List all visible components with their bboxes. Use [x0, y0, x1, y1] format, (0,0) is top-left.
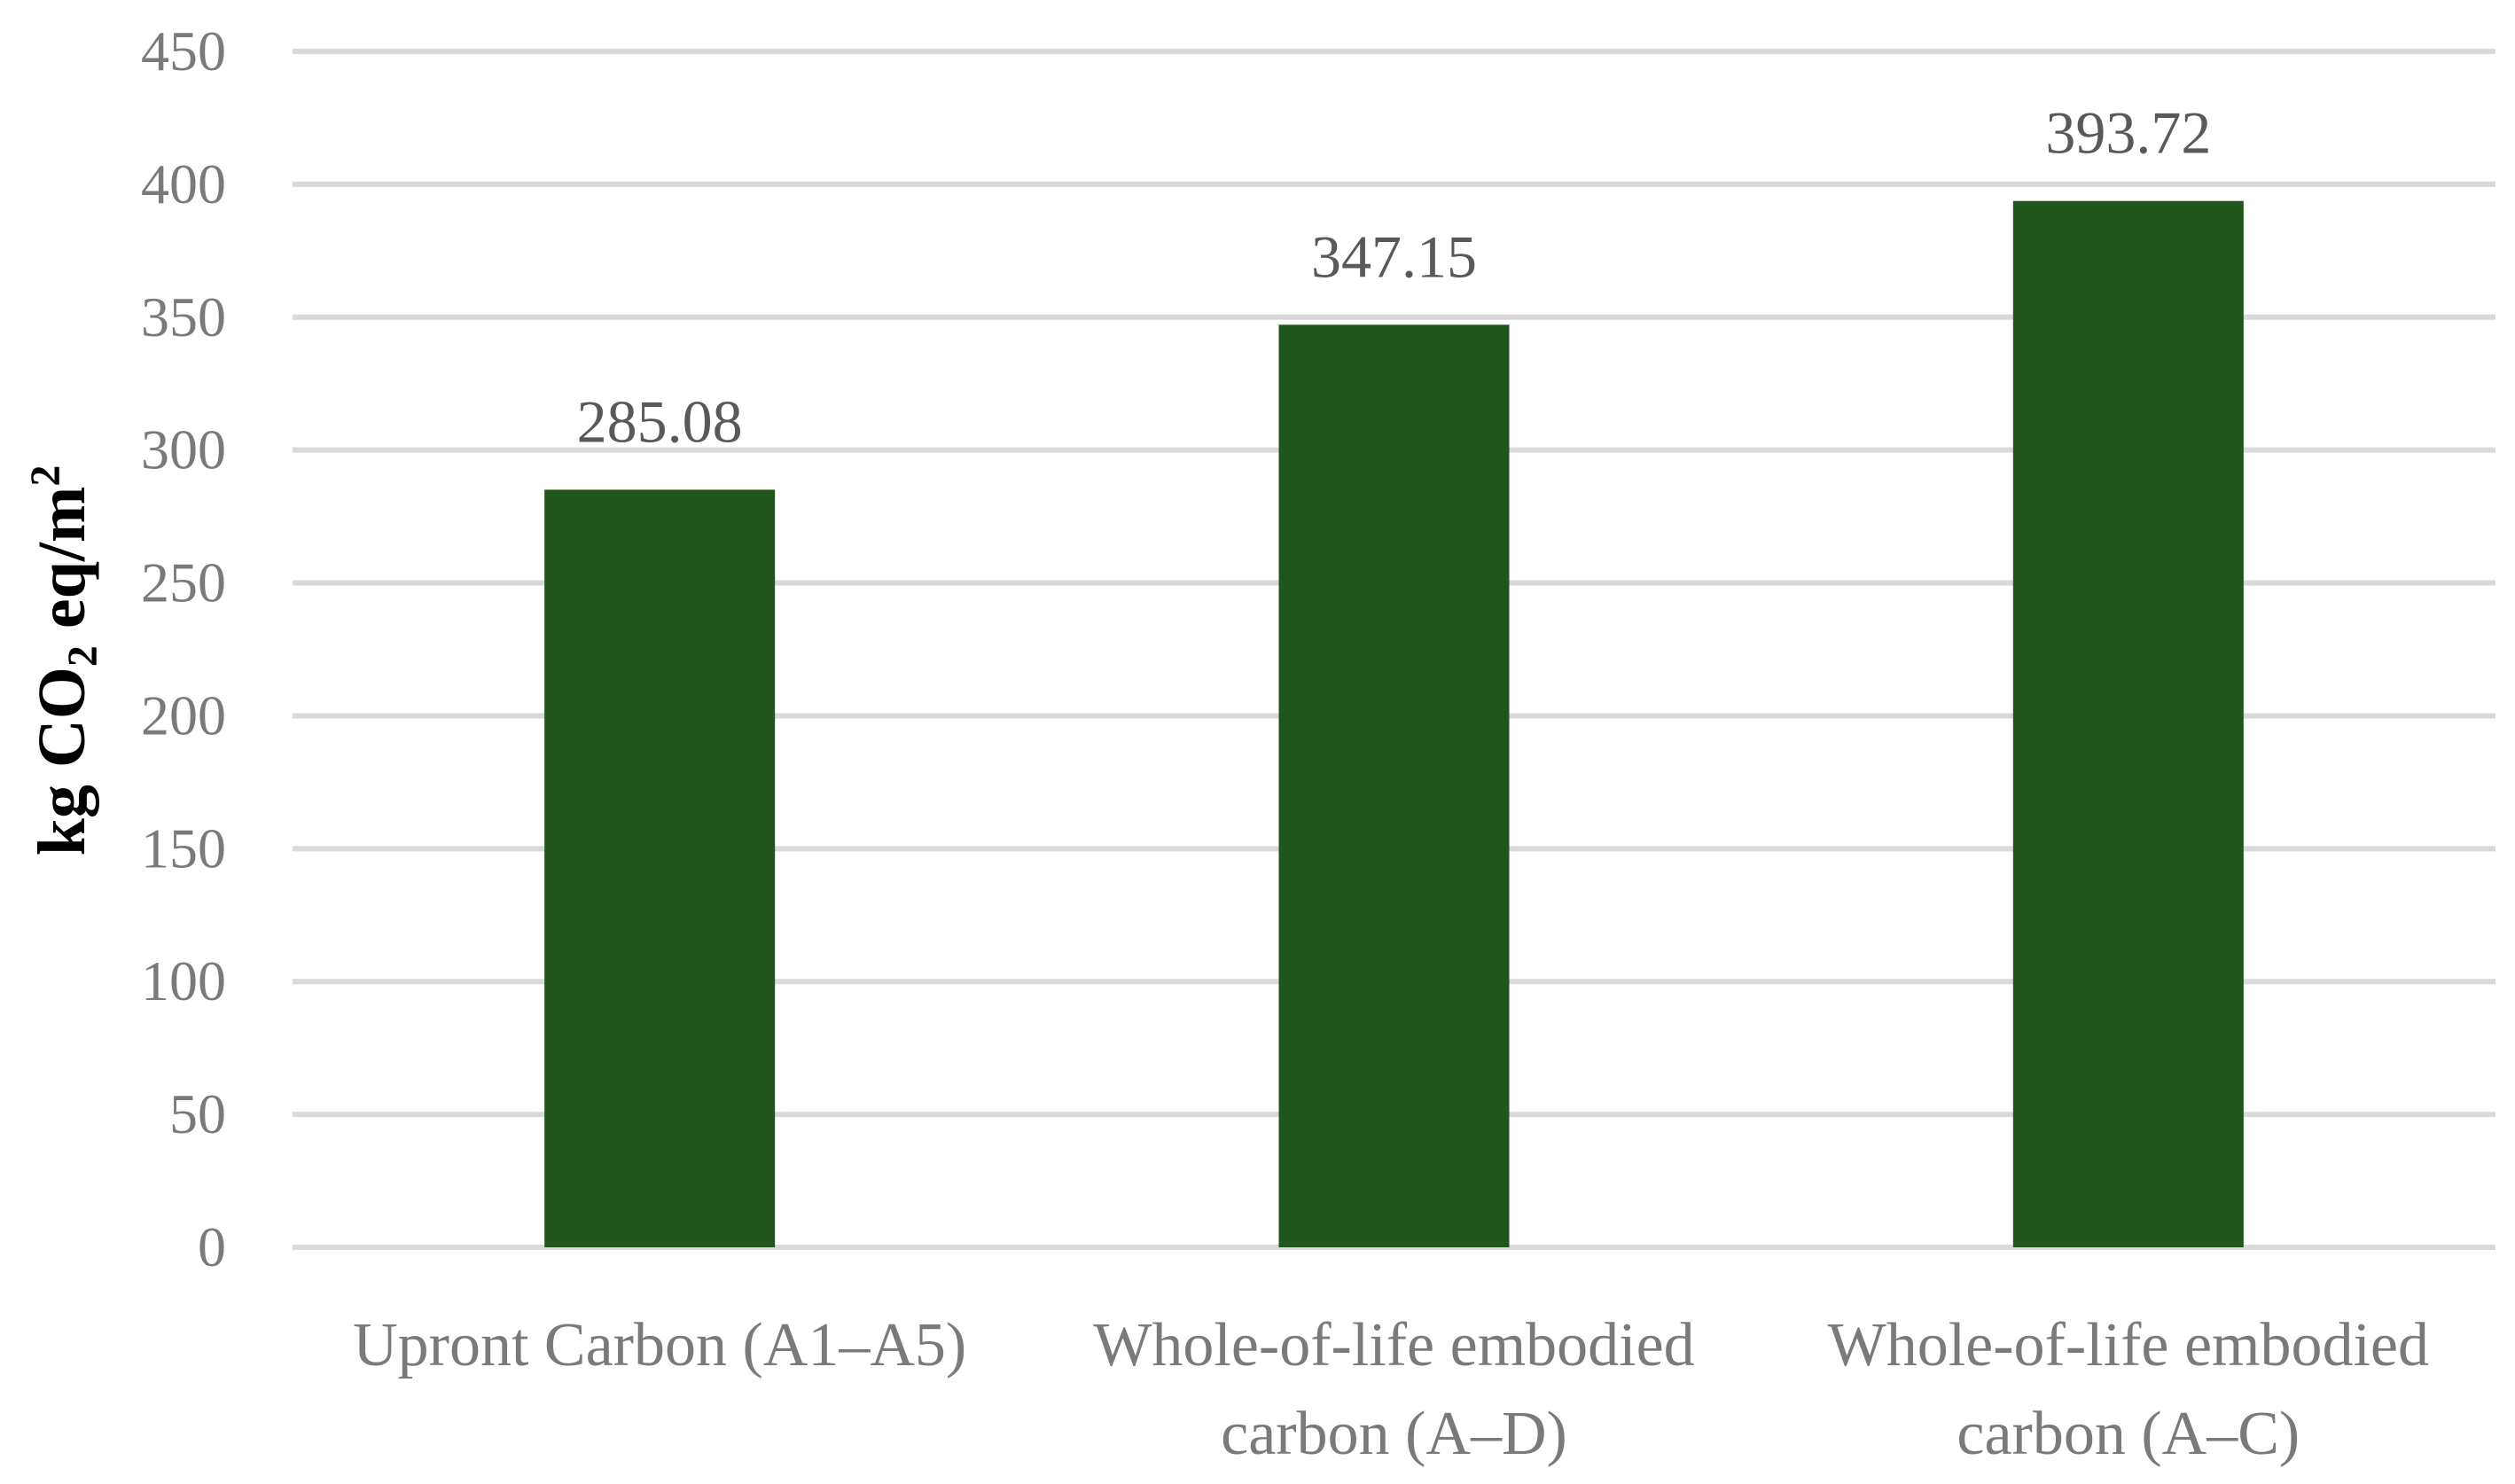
- bars: [544, 200, 2244, 1248]
- y-tick-label: 300: [141, 418, 226, 481]
- x-category-label: carbon (A–C): [1957, 1400, 2300, 1468]
- y-tick-label: 100: [141, 949, 226, 1012]
- data-label: 285.08: [577, 387, 743, 455]
- x-category-label: Upront Carbon (A1–A5): [353, 1311, 966, 1379]
- y-tick-label: 400: [141, 152, 226, 215]
- y-tick-label: 350: [141, 285, 226, 348]
- y-axis-title: kg CO2 eq/m2: [22, 465, 106, 856]
- bar: [544, 489, 776, 1247]
- y-axis-title-middle: eq/m: [25, 487, 99, 645]
- bar: [2012, 200, 2244, 1247]
- y-tick-label: 450: [141, 20, 226, 82]
- x-axis-categories: Upront Carbon (A1–A5) Whole-of-life embod…: [353, 1311, 2429, 1468]
- data-labels: 285.08 347.15 393.72: [577, 99, 2212, 456]
- data-label: 393.72: [2045, 99, 2211, 167]
- y-tick-label: 50: [169, 1082, 226, 1145]
- x-category-label: carbon (A–D): [1221, 1400, 1567, 1468]
- y-axis-title-main: kg CO: [25, 667, 99, 855]
- x-category-label: Whole-of-life embodied: [1828, 1311, 2429, 1379]
- y-axis-title-subscript: 2: [59, 645, 106, 667]
- y-tick-label: 150: [141, 816, 226, 879]
- y-axis-ticks: 0 50 100 150 200 250 300 350 400 450: [141, 20, 226, 1278]
- bar: [1278, 324, 1510, 1248]
- x-category-label: Whole-of-life embodied: [1093, 1311, 1694, 1379]
- y-axis-title-superscript: 2: [22, 465, 69, 487]
- data-label: 347.15: [1311, 223, 1477, 290]
- y-tick-label: 200: [141, 683, 226, 746]
- y-tick-label: 250: [141, 551, 226, 614]
- y-tick-label: 0: [198, 1215, 226, 1278]
